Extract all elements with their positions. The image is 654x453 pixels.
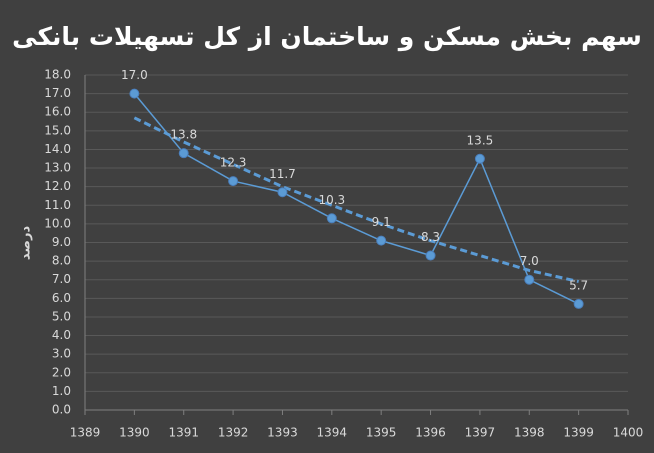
y-tick-label: 1.0: [52, 384, 71, 398]
y-tick-label: 11.0: [44, 198, 71, 212]
x-tick-label: 1394: [317, 426, 348, 440]
chart-title: سهم بخش مسکن و ساختمان از کل تسهیلات بان…: [12, 22, 642, 52]
x-tick-label: 1391: [168, 426, 199, 440]
x-tick-label: 1399: [563, 426, 594, 440]
data-label: 17.0: [121, 68, 148, 82]
data-label: 11.7: [269, 167, 296, 181]
y-tick-label: 7.0: [52, 272, 71, 286]
x-tick-label: 1398: [514, 426, 545, 440]
data-point: [573, 298, 584, 309]
data-label: 13.8: [170, 128, 197, 142]
data-point: [376, 235, 387, 246]
data-point: [178, 148, 189, 159]
data-label: 8.3: [421, 230, 440, 244]
data-point: [277, 187, 288, 198]
y-tick-label: 8.0: [52, 254, 71, 268]
y-tick-label: 4.0: [52, 328, 71, 342]
y-tick-label: 6.0: [52, 291, 71, 305]
data-label: 13.5: [467, 133, 494, 147]
x-tick-label: 1397: [465, 426, 496, 440]
data-label: 12.3: [220, 156, 247, 170]
x-tick-label: 1390: [119, 426, 150, 440]
y-tick-label: 16.0: [44, 105, 71, 119]
y-tick-label: 5.0: [52, 309, 71, 323]
data-point: [425, 250, 436, 261]
y-tick-label: 13.0: [44, 161, 71, 175]
y-tick-label: 9.0: [52, 235, 71, 249]
y-axis-label: درصد: [19, 226, 34, 261]
data-point: [129, 88, 140, 99]
data-label: 10.3: [318, 193, 345, 207]
x-tick-label: 1392: [218, 426, 249, 440]
data-point: [524, 274, 535, 285]
data-point: [474, 153, 485, 164]
x-tick-label: 1396: [415, 426, 446, 440]
trendline: [133, 116, 579, 284]
y-tick-label: 14.0: [44, 142, 71, 156]
y-tick-label: 0.0: [52, 403, 71, 417]
x-tick-label: 1389: [70, 426, 101, 440]
data-label: 7.0: [520, 254, 539, 268]
y-tick-label: 10.0: [44, 216, 71, 230]
data-point: [326, 213, 337, 224]
x-tick-label: 1395: [366, 426, 397, 440]
y-tick-label: 12.0: [44, 179, 71, 193]
y-tick-label: 15.0: [44, 123, 71, 137]
x-tick-label: 1400: [613, 426, 644, 440]
y-tick-label: 2.0: [52, 365, 71, 379]
y-tick-label: 17.0: [44, 86, 71, 100]
y-tick-label: 18.0: [44, 68, 71, 82]
data-label: 9.1: [372, 215, 391, 229]
y-tick-label: 3.0: [52, 347, 71, 361]
data-line: [133, 93, 579, 305]
data-point: [228, 176, 239, 187]
data-label: 5.7: [569, 278, 588, 292]
x-tick-label: 1393: [267, 426, 298, 440]
